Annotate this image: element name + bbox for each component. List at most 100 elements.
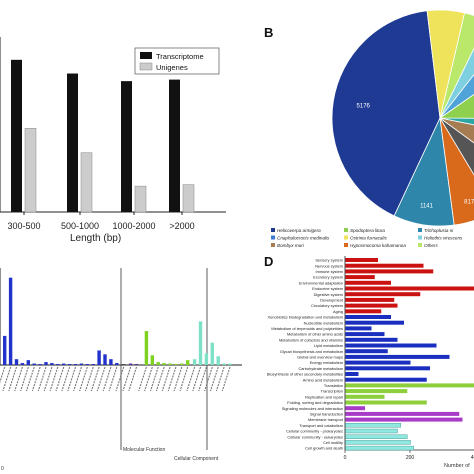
panel-c-tick-label-9: [49, 366, 59, 392]
panel-d-category-label-1: Nervous system: [315, 263, 343, 268]
pie-legend-label-4: Ostrinia furnacalis: [350, 236, 387, 241]
panel-d-xlabel: Number of: [444, 463, 470, 469]
panel-d-category-label-20: Biosynthesis of other secondary metaboli…: [267, 372, 343, 377]
panel-c-tick-label-31: [186, 366, 196, 392]
panel-d-bar-29: [345, 423, 401, 428]
pie-legend-swatch-8: [418, 243, 422, 247]
panel-d-bar-33: [345, 445, 414, 451]
panel-c-bar-9: [56, 364, 60, 365]
pie-legend-label-7: Hyposmocoma kahamanoa: [350, 243, 406, 248]
panel-c-bar-20: [122, 364, 126, 365]
panel-a-bar-transcriptome-2: [121, 81, 132, 212]
panel-d-bar-19: [345, 366, 430, 371]
legend-swatch-unigenes: [139, 62, 153, 71]
panel-b-label: B: [264, 25, 273, 40]
panel-d-category-label-5: Endocrine system: [312, 286, 343, 291]
panel-d-bar-18: [345, 360, 411, 365]
panel-d-category-label-4: Environmental adaptation: [299, 280, 343, 285]
panel-c-tick-label-17: [96, 366, 106, 392]
panel-c-bar-21: [128, 363, 133, 365]
pie-legend-label-2: Trichoplusia ni: [424, 228, 454, 233]
panel-c-bar-5: [32, 363, 36, 365]
panel-c-bar-36: [222, 363, 226, 365]
panel-c-tick-label-25: [149, 366, 159, 392]
pie-slice-10: [426, 9, 466, 119]
pie-legend-swatch-6: [271, 243, 275, 247]
panel-c-tick-label-1: [2, 366, 12, 392]
panel-c-tick-label-27: [161, 366, 171, 392]
panel-c-tick-label-32: [192, 366, 202, 392]
panel-d-bar-15: [345, 343, 437, 348]
panel-c-bar-33: [204, 353, 209, 365]
pie-legend-label-1: Spodoptera litura: [350, 228, 385, 233]
panel-c-bar-8: [50, 363, 54, 365]
panel-d-category-label-19: Carbohydrate metabolism: [298, 366, 343, 371]
panel-c-tick-label-23: [138, 366, 147, 392]
pie-legend-label-6: Bombyx mori: [277, 243, 305, 248]
panel-d-category-label-13: Metabolism of other amino acids: [287, 332, 343, 337]
panel-c-bar-16: [97, 350, 101, 365]
pie-slice-0: [331, 10, 441, 217]
panel-c-tick-label-37: [221, 366, 231, 392]
panel-d-bar-0: [345, 258, 378, 262]
panel-a-bar-unigenes-2: [134, 185, 147, 213]
panel-c-tick-label-28: [167, 366, 177, 392]
panel-c-tick-label-6: [31, 366, 41, 392]
panel-d-category-label-31: Cellular community - eukaryotes: [287, 434, 343, 439]
panel-d-category-label-11: Nucleotide metabolism: [304, 320, 343, 325]
panel-d-category-label-7: Development: [320, 298, 344, 303]
panel-d-category-label-15: Lipid metabolism: [314, 343, 343, 348]
panel-c-tick-label-18: [102, 366, 112, 392]
panel-d-category-label-3: Excretory system: [313, 275, 343, 280]
panel-c-tick-label-8: [43, 366, 53, 392]
panel-d-category-label-28: Membrane transport: [308, 417, 344, 422]
panel-d-bar-25: [345, 400, 427, 405]
panel-c-bar-13: [79, 363, 84, 365]
panel-d-category-label-25: Folding, sorting and degradation: [287, 400, 343, 405]
panel-d-bar-2: [345, 269, 434, 274]
pie-slice-label-2: 817: [464, 200, 474, 206]
panel-c-tick-label-26: [155, 366, 165, 392]
panel-d-category-label-6: Digestive system: [314, 292, 343, 297]
panel-c-tick-label-20: [115, 366, 125, 392]
panel-d-bar-32: [345, 440, 411, 445]
panel-d-x-tick-label-1: 200: [406, 455, 415, 461]
panel-d-category-label-0: Sensory system: [315, 258, 343, 263]
panel-a-tick-label-3: >2000: [169, 221, 194, 231]
pie-legend-swatch-7: [344, 243, 348, 247]
panel-c-tick-label-7: [37, 366, 47, 392]
pie-legend-swatch-5: [418, 235, 422, 240]
pie-legend-label-3: Cnaphalocrocis medinalis: [277, 236, 330, 241]
panel-d-bar-20: [345, 372, 359, 376]
panel-d-bar-21: [345, 377, 427, 382]
panel-c-bar-29: [180, 363, 184, 365]
panel-c-bar-24: [150, 355, 154, 365]
panel-d-category-label-18: Energy metabolism: [310, 360, 343, 365]
panel-c-bar-15: [91, 364, 95, 365]
panel-c-bar-27: [168, 363, 172, 365]
pie-slice-4: [439, 117, 474, 144]
pie-legend-swatch-1: [344, 228, 348, 232]
panel-d-category-label-32: Cell motility: [323, 440, 343, 445]
panel-d-bar-3: [345, 275, 375, 280]
pie-legend-label-8: Others: [424, 243, 438, 248]
panel-c-tick-label-34: [204, 366, 213, 392]
panel-c-tick-label-21: [122, 366, 132, 392]
panel-d-category-label-33: Cell growth and death: [305, 446, 343, 451]
panel-a-bar-chart: 300-500 500-1000 1000-2000 >2000 Transcript…: [0, 37, 226, 244]
panel-a-xlabel: Length (bp): [70, 233, 121, 244]
panel-c-bar-7: [44, 362, 48, 365]
panel-d-bar-27: [345, 411, 460, 416]
panel-c-tick-label-22: [128, 366, 138, 392]
panel-c-bar-22: [134, 364, 139, 365]
panel-a-tick-label-2: 1000-2000: [112, 221, 155, 231]
panel-d-label: D: [264, 254, 273, 269]
panel-a-bar-transcriptome-1: [67, 73, 78, 213]
panel-c-tick-label-14: [79, 366, 88, 392]
panel-c-tick-label-15: [84, 366, 94, 392]
panel-c-tick-label-4: [20, 366, 29, 392]
panel-d-bar-30: [345, 428, 398, 434]
panel-d-category-label-14: Metabolism of cofactors and vitamins: [279, 337, 343, 342]
panel-c-bar-25: [156, 362, 160, 365]
